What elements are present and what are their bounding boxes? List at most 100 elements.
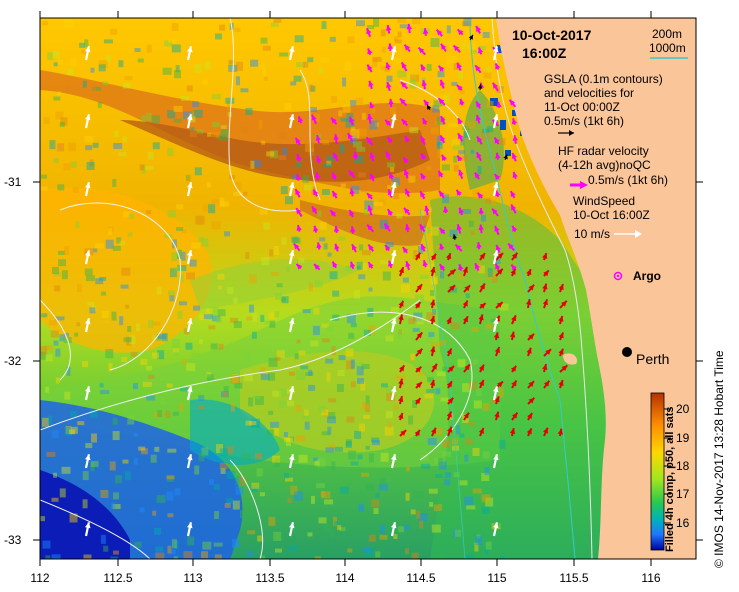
sst-pixel — [295, 404, 302, 412]
gsla-arrow-icon — [426, 34, 508, 241]
legend-hf-line-3: 0.5m/s (1kt 6h) — [588, 173, 669, 187]
sst-pixel — [48, 320, 57, 326]
hf-radar-strong-arrow-head — [528, 284, 535, 291]
sst-pixel — [118, 60, 124, 68]
colorbar-title: Filled 4h comp, p50, all sats — [664, 406, 676, 553]
sst-pixel — [331, 461, 336, 471]
sst-pixel — [360, 185, 367, 193]
x-tick-label: 114.5 — [406, 571, 436, 585]
sst-pixel — [240, 88, 249, 93]
sst-pixel — [156, 494, 166, 503]
sst-pixel — [55, 316, 65, 321]
sst-pixel — [345, 265, 352, 272]
sst-pixel — [426, 388, 435, 393]
sst-pixel-noise — [40, 18, 509, 559]
sst-pixel — [53, 158, 59, 164]
sst-pixel — [316, 483, 325, 489]
sst-pixel — [53, 340, 59, 346]
hf-radar-strong-arrow-head — [398, 314, 404, 321]
sst-pixel — [303, 409, 309, 416]
hf-radar-arrow-head — [418, 47, 425, 54]
colorbar-tick-label: 18 — [676, 459, 690, 473]
sst-pixel — [323, 522, 332, 532]
sst-pixel — [269, 150, 278, 159]
sst-pixel — [320, 491, 325, 497]
sst-pixel — [152, 142, 160, 150]
wind-arrow-head — [187, 318, 193, 325]
sst-pixel — [198, 395, 205, 401]
sst-pixel — [148, 319, 154, 328]
sst-pixel — [481, 131, 490, 141]
sst-pixel — [45, 354, 53, 362]
hf-radar-arrow-head — [474, 263, 480, 270]
sst-pixel — [119, 240, 125, 246]
map-panel[interactable] — [40, 18, 696, 568]
hf-radar-arrow-head — [512, 171, 518, 178]
sst-pixel — [77, 421, 85, 426]
sst-pixel — [312, 325, 320, 335]
hf-radar-arrow-head — [387, 43, 394, 50]
hf-radar-arrow-head — [476, 152, 482, 159]
sst-pixel — [251, 331, 257, 339]
sst-pixel — [59, 334, 65, 342]
wind-arrow-head — [493, 182, 499, 189]
sst-pixel — [157, 334, 167, 339]
sst-pixel — [481, 494, 491, 503]
hf-radar-arrow-head — [456, 189, 462, 196]
sst-pixel — [304, 184, 313, 191]
sst-pixel — [186, 85, 193, 92]
sst-pixel — [40, 351, 46, 360]
sst-pixel — [358, 503, 364, 509]
sst-pixel — [296, 162, 302, 169]
sst-pixel — [201, 551, 208, 559]
sst-pixel — [246, 550, 253, 557]
sst-pixel — [436, 142, 443, 149]
sst-pixel — [176, 204, 184, 210]
sst-pixel — [147, 151, 154, 160]
sst-pixel — [270, 22, 279, 27]
sst-pixel — [173, 105, 183, 112]
sst-pixel — [327, 426, 332, 435]
hf-radar-strong-arrow-head — [561, 365, 568, 371]
sst-pixel — [439, 340, 446, 346]
wind-arrow-head — [391, 250, 397, 257]
wind-arrow-head — [85, 182, 91, 189]
sst-pixel — [275, 292, 283, 300]
sst-pixel — [64, 18, 73, 28]
sst-pixel — [42, 417, 49, 427]
wind-arrow-head — [391, 114, 397, 121]
hf-radar-arrow-head — [404, 44, 411, 51]
sst-pixel — [428, 332, 435, 337]
hf-radar-arrow-head — [366, 28, 372, 35]
sst-pixel — [356, 146, 366, 152]
sst-pixel — [418, 246, 423, 255]
sst-pixel — [345, 440, 352, 448]
sst-pixel — [159, 397, 166, 406]
sst-pixel — [421, 463, 431, 469]
sst-pixel — [387, 421, 392, 428]
sst-pixel — [167, 513, 174, 518]
sst-pixel — [391, 177, 400, 186]
hf-radar-strong-arrow-head — [400, 430, 407, 436]
sst-pixel — [434, 120, 443, 125]
hf-radar-arrow-head — [385, 119, 391, 126]
sst-pixel — [361, 364, 370, 369]
sst-pixel — [41, 21, 48, 26]
sst-pixel — [356, 20, 365, 27]
sst-pixel — [53, 62, 58, 67]
sst-pixel — [211, 132, 220, 138]
sst-pixel — [111, 502, 116, 510]
hf-radar-strong-arrow-head — [449, 285, 456, 291]
sst-pixel — [339, 144, 345, 154]
legend-wind-line-1: WindSpeed — [573, 194, 636, 208]
sst-pixel — [431, 524, 441, 533]
sst-pixel — [227, 286, 234, 294]
sst-pixel — [423, 227, 433, 234]
sst-pixel — [477, 166, 482, 174]
hf-radar-arrow-head — [453, 45, 460, 52]
sst-pixel — [461, 42, 467, 50]
hf-radar-strong-arrow-head — [511, 315, 517, 322]
hf-radar-arrow-head — [456, 224, 462, 231]
sst-pixel — [325, 447, 335, 453]
sst-pixel — [162, 67, 172, 75]
